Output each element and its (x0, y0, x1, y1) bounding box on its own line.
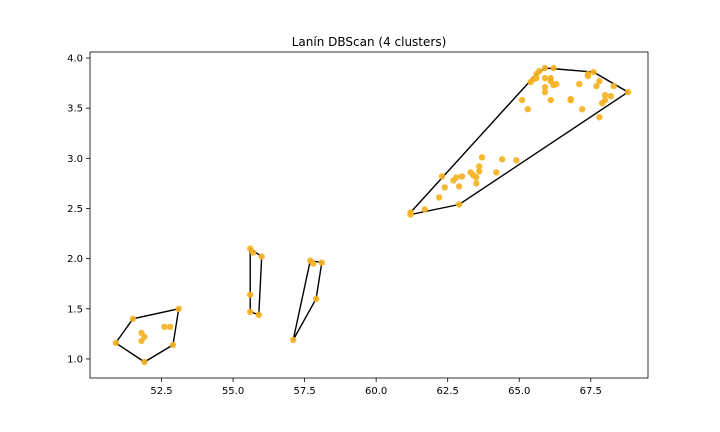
data-point (141, 358, 148, 366)
data-point (112, 339, 120, 347)
data-point (476, 168, 483, 175)
cluster-hull (409, 67, 630, 216)
data-point (533, 74, 540, 82)
data-point (576, 80, 583, 88)
data-point (455, 201, 463, 208)
data-point (601, 91, 609, 99)
data-point (175, 305, 182, 312)
data-point (129, 315, 137, 322)
data-point (249, 249, 257, 256)
data-point (438, 173, 446, 180)
data-point (455, 183, 463, 190)
data-point (407, 211, 414, 218)
x-tick-label: 67.5 (580, 386, 602, 397)
y-tick-label: 3.0 (67, 154, 83, 165)
data-point (312, 295, 320, 302)
data-point (478, 154, 486, 161)
data-point (458, 173, 466, 180)
y-tick-label: 3.5 (67, 104, 83, 115)
data-point (435, 194, 443, 201)
data-point (567, 95, 574, 103)
data-point (518, 96, 526, 104)
data-point (610, 82, 617, 90)
data-point (310, 260, 317, 267)
data-point (596, 77, 603, 85)
x-tick-label: 60.0 (365, 386, 387, 397)
y-tick-label: 2.5 (67, 204, 83, 215)
data-point (169, 341, 177, 349)
data-point (473, 180, 480, 187)
data-point (607, 92, 614, 100)
x-axis: 52.5 55.0 57.5 60.0 62.5 65.0 67.5 (150, 378, 602, 397)
data-point (513, 157, 520, 164)
data-point (290, 336, 297, 344)
data-point (247, 308, 254, 315)
data-point (493, 169, 500, 176)
data-point (547, 96, 554, 104)
data-point (624, 88, 632, 96)
data-points (112, 64, 632, 366)
data-point (541, 83, 549, 91)
data-point (255, 311, 262, 318)
data-point (584, 72, 592, 80)
y-tick-label: 1.5 (67, 304, 83, 315)
data-point (541, 88, 549, 96)
data-point (579, 106, 586, 113)
data-point (550, 64, 557, 72)
chart-title: Lanín DBScan (4 clusters) (292, 35, 447, 49)
data-point (553, 80, 560, 88)
data-point (593, 82, 600, 90)
data-point (498, 156, 506, 163)
data-point (536, 67, 543, 75)
x-tick-label: 62.5 (437, 386, 459, 397)
data-point (161, 323, 168, 330)
plot-frame (89, 51, 649, 379)
data-point (421, 206, 428, 213)
data-point (596, 114, 603, 121)
cluster-hull (115, 307, 180, 363)
y-tick-label: 2.0 (67, 254, 83, 265)
x-tick-label: 52.5 (150, 386, 172, 397)
data-point (524, 106, 531, 113)
y-tick-label: 4.0 (67, 54, 83, 65)
data-point (441, 184, 448, 191)
data-point (473, 174, 480, 181)
data-point (247, 291, 254, 298)
x-tick-label: 65.0 (508, 386, 530, 397)
data-point (541, 74, 549, 82)
data-point (166, 323, 174, 330)
data-point (590, 68, 597, 76)
cluster-hulls (115, 67, 630, 363)
data-point (476, 163, 483, 170)
data-point (601, 96, 609, 104)
data-point (453, 174, 460, 181)
data-point (141, 333, 148, 341)
data-point (318, 259, 325, 266)
y-axis: 1.0 1.5 2.0 2.5 3.0 3.5 4.0 (67, 54, 90, 365)
x-tick-label: 55.0 (222, 386, 244, 397)
data-point (258, 253, 265, 260)
y-tick-label: 1.0 (67, 354, 83, 365)
data-point (541, 64, 549, 72)
x-tick-label: 57.5 (293, 386, 315, 397)
